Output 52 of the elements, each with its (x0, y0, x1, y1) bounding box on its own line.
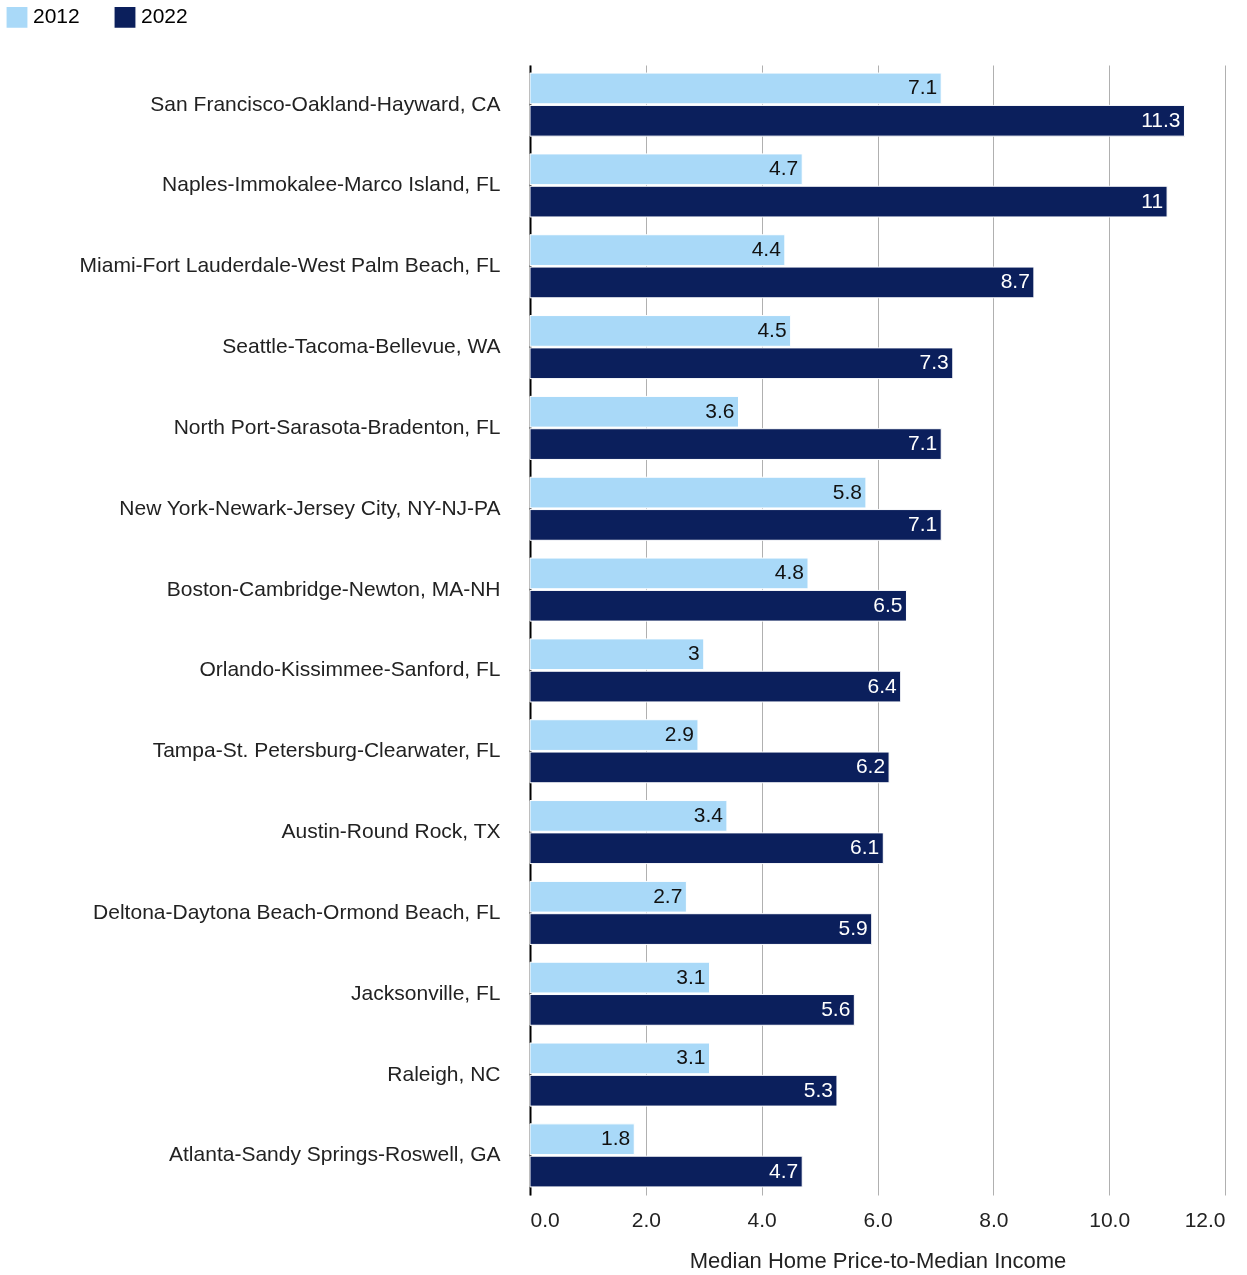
data-label: 6.1 (850, 835, 880, 859)
y-tick-label: Deltona-Daytona Beach-Ormond Beach, FL (93, 899, 501, 923)
x-axis-title: Median Home Price-to-Median Income (689, 1247, 1067, 1273)
data-label: 3.1 (676, 964, 706, 988)
data-label: 4.7 (769, 1158, 799, 1182)
y-tick-label: Raleigh, NC (387, 1061, 501, 1085)
data-label: 3.6 (705, 398, 735, 422)
y-tick-label: Naples-Immokalee-Marco Island, FL (162, 172, 501, 196)
data-label: 7.1 (908, 75, 938, 99)
data-label: 4.7 (769, 156, 799, 180)
data-label: 7.1 (908, 431, 938, 455)
y-tick-label: San Francisco-Oakland-Hayward, CA (150, 91, 501, 115)
data-label: 5.3 (803, 1077, 833, 1101)
y-tick-label: North Port-Sarasota-Bradenton, FL (173, 414, 501, 438)
data-label: 7.1 (908, 511, 938, 535)
data-label: 4.8 (774, 560, 804, 584)
x-tick-label: 10.0 (1089, 1207, 1131, 1231)
x-tick-label: 4.0 (747, 1207, 777, 1231)
data-label: 11 (1141, 188, 1164, 212)
data-label: 5.9 (838, 916, 868, 940)
data-label: 4.5 (757, 317, 787, 341)
y-tick-label: Jacksonville, FL (351, 980, 501, 1004)
x-tick-label: 0.0 (530, 1207, 560, 1231)
legend-label: 2022 (141, 4, 188, 28)
legend-label: 2012 (33, 4, 80, 28)
y-tick-label: Atlanta-Sandy Springs-Roswell, GA (169, 1142, 501, 1166)
data-label: 2.9 (664, 722, 694, 746)
data-label: 5.8 (832, 479, 862, 503)
data-label: 7.3 (919, 350, 949, 374)
data-label: 8.7 (1000, 269, 1030, 293)
data-label: 5.6 (821, 996, 851, 1020)
y-tick-label: New York-Newark-Jersey City, NY-NJ-PA (119, 495, 501, 519)
data-label: 2.7 (653, 883, 683, 907)
y-tick-label: Miami-Fort Lauderdale-West Palm Beach, FL (79, 253, 501, 277)
y-tick-label: Orlando-Kissimmee-Sanford, FL (199, 657, 501, 681)
data-label: 6.5 (873, 592, 903, 616)
x-tick-label: 6.0 (863, 1207, 893, 1231)
x-tick-label: 8.0 (979, 1207, 1009, 1231)
y-tick-label: Seattle-Tacoma-Bellevue, WA (222, 334, 501, 358)
x-tick-label: 2.0 (631, 1207, 661, 1231)
data-label: 11.3 (1141, 107, 1181, 131)
data-label: 6.4 (867, 673, 897, 697)
data-label: 3 (688, 641, 700, 665)
x-tick-label: 12.0 (1184, 1207, 1226, 1231)
data-label: 3.4 (693, 802, 724, 826)
data-label: 3.1 (676, 1045, 706, 1069)
data-label: 4.4 (751, 237, 782, 261)
data-label: 6.2 (855, 754, 886, 778)
data-label: 1.8 (601, 1126, 631, 1150)
y-tick-label: Tampa-St. Petersburg-Clearwater, FL (152, 738, 501, 762)
y-tick-label: Austin-Round Rock, TX (281, 819, 501, 843)
y-tick-label: Boston-Cambridge-Newton, MA-NH (166, 576, 501, 600)
